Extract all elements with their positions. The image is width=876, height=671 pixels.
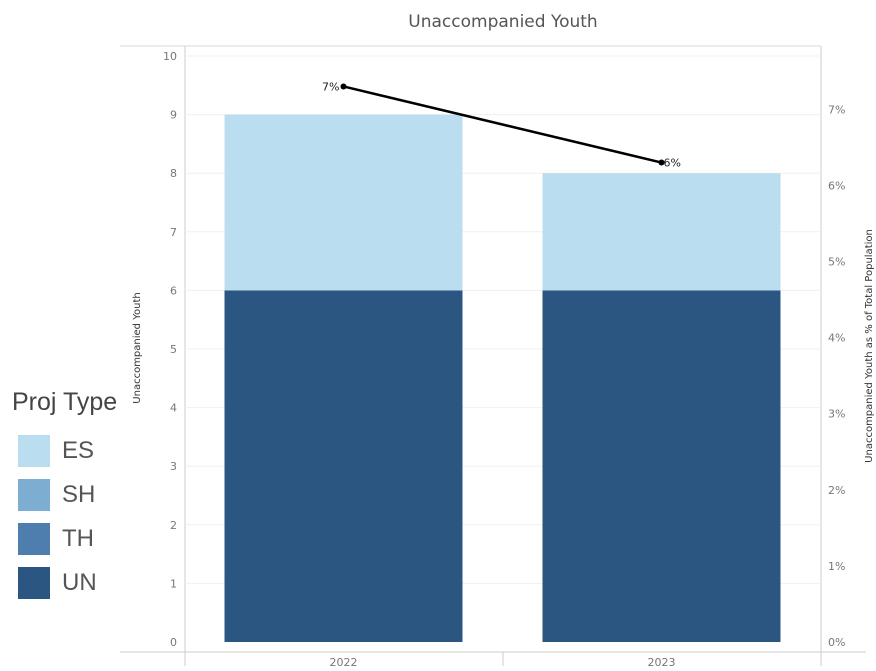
y-axis-left: 0 1 2 3 4 5 6 7 8 9 10 — [163, 50, 177, 649]
percent-line: 7% 6% — [322, 80, 681, 169]
bar-un-2022 — [224, 290, 463, 642]
y2-tick-label: 5% — [828, 255, 845, 268]
x-tick-label: 2023 — [648, 656, 676, 669]
legend: Proj Type ES SH TH UN — [12, 388, 124, 605]
y2-tick-label: 2% — [828, 484, 845, 497]
y-axis-right: 0% 1% 2% 3% 4% 5% 6% 7% — [828, 103, 845, 649]
legend-swatch-th — [18, 523, 50, 555]
legend-label: UN — [62, 569, 97, 596]
x-axis: 2022 2023 — [330, 656, 676, 669]
y2-axis-title: Unaccompanied Youth as % of Total Popula… — [864, 229, 875, 463]
percent-point — [658, 159, 665, 166]
y-tick-label: 6 — [170, 284, 177, 297]
legend-swatch-sh — [18, 479, 50, 511]
chart-title: Unaccompanied Youth — [408, 12, 597, 32]
bars — [224, 114, 781, 642]
y2-tick-label: 3% — [828, 408, 845, 421]
y-tick-label: 10 — [163, 50, 177, 63]
y-tick-label: 5 — [170, 343, 177, 356]
y-tick-label: 1 — [170, 577, 177, 590]
bar-un-2023 — [542, 290, 781, 642]
y-axis-title: Unaccompanied Youth — [132, 292, 143, 403]
y-tick-label: 8 — [170, 167, 177, 180]
legend-swatch-es — [18, 435, 50, 467]
legend-label: TH — [62, 525, 94, 552]
y2-tick-label: 1% — [828, 560, 845, 573]
y2-tick-label: 7% — [828, 103, 845, 116]
y-tick-label: 2 — [170, 519, 177, 532]
y2-tick-label: 4% — [828, 332, 845, 345]
y2-tick-label: 6% — [828, 179, 845, 192]
legend-item-un: UN — [12, 561, 124, 605]
x-tick-label: 2022 — [330, 656, 358, 669]
legend-label: SH — [62, 481, 96, 508]
percent-line-path — [343, 85, 662, 164]
bar-es-2022 — [224, 114, 463, 291]
bar-es-2023 — [542, 173, 781, 291]
y-tick-label: 7 — [170, 226, 177, 239]
y-tick-label: 3 — [170, 460, 177, 473]
legend-item-es: ES — [12, 429, 124, 473]
percent-label: 6% — [664, 157, 681, 170]
legend-swatch-un — [18, 567, 50, 599]
legend-item-sh: SH — [12, 473, 124, 517]
percent-point — [340, 83, 347, 90]
legend-label: ES — [62, 437, 95, 464]
y2-tick-label: 0% — [828, 636, 845, 649]
legend-item-th: TH — [12, 517, 124, 561]
y-tick-label: 4 — [170, 402, 177, 415]
y-tick-label: 0 — [170, 636, 177, 649]
y-tick-label: 9 — [170, 109, 177, 122]
legend-title: Proj Type — [12, 388, 118, 416]
percent-label: 7% — [322, 80, 339, 93]
